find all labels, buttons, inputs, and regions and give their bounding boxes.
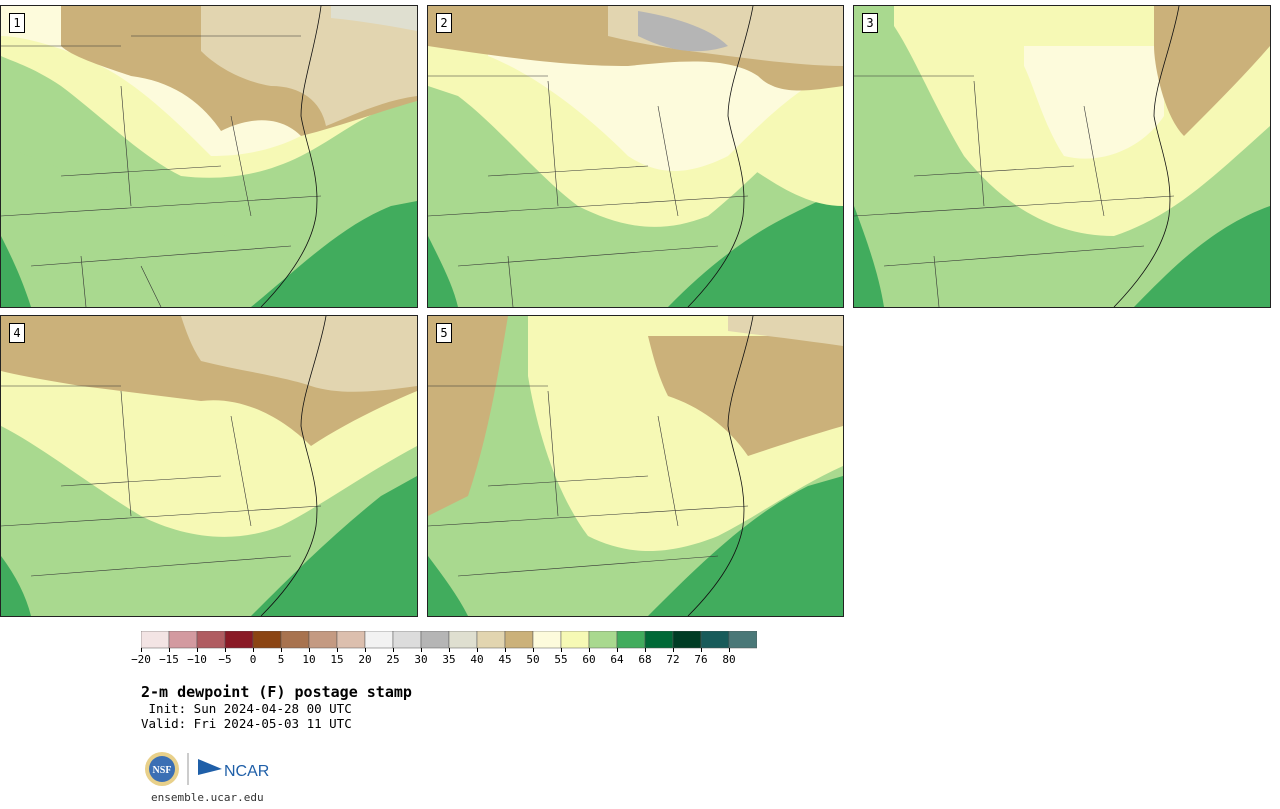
colorbar-swatch <box>224 631 254 649</box>
map-panel-2: 2 <box>427 5 844 308</box>
panel-number: 2 <box>436 13 452 33</box>
colorbar-tick-label: −15 <box>159 653 179 666</box>
colorbar-swatch <box>644 631 674 649</box>
panel-number: 1 <box>9 13 25 33</box>
colorbar-swatch <box>168 631 198 649</box>
dewpoint-map <box>1 316 417 616</box>
panel-number: 3 <box>862 13 878 33</box>
colorbar-swatch <box>196 631 226 649</box>
colorbar-tick-label: −20 <box>131 653 151 666</box>
dewpoint-map <box>854 6 1270 307</box>
colorbar-tick-label: 76 <box>694 653 708 666</box>
colorbar-tick-label: 15 <box>330 653 344 666</box>
colorbar-tick-label: 30 <box>414 653 428 666</box>
colorbar-tick-label: 68 <box>638 653 652 666</box>
colorbar-tick-label: 40 <box>470 653 484 666</box>
colorbar-tick-label: −10 <box>187 653 207 666</box>
colorbar-swatch <box>560 631 590 649</box>
colorbar-swatch <box>252 631 282 649</box>
panel-number: 4 <box>9 323 25 343</box>
colorbar-tick-label: 5 <box>277 653 285 666</box>
colorbar-swatch <box>616 631 646 649</box>
chart-title: 2-m dewpoint (F) postage stamp <box>141 683 412 701</box>
init-time: Init: Sun 2024-04-28 00 UTC <box>141 701 352 716</box>
map-panel-1: 1 <box>0 5 418 308</box>
colorbar-swatch <box>364 631 394 649</box>
colorbar-swatch <box>728 631 757 649</box>
map-panel-3: 3 <box>853 5 1271 308</box>
colorbar-tick-label: 72 <box>666 653 680 666</box>
colorbar-tick-label: 20 <box>358 653 372 666</box>
panel-number: 5 <box>436 323 452 343</box>
colorbar-tick-label: 10 <box>302 653 316 666</box>
colorbar-swatch <box>448 631 478 649</box>
colorbar-swatch <box>476 631 506 649</box>
valid-time: Valid: Fri 2024-05-03 11 UTC <box>141 716 352 731</box>
colorbar-tick-label: 64 <box>610 653 624 666</box>
nsf-logo: NSF NCAR <box>145 752 269 786</box>
colorbar-swatch <box>700 631 730 649</box>
colorbar-tick-label: 35 <box>442 653 456 666</box>
colorbar-tick-label: 60 <box>582 653 596 666</box>
logos: NSF NCAR <box>144 749 274 789</box>
colorbar-tick-label: 50 <box>526 653 540 666</box>
colorbar-swatch <box>672 631 702 649</box>
map-panel-4: 4 <box>0 315 418 617</box>
colorbar-tick-label: 80 <box>722 653 736 666</box>
svg-text:NSF: NSF <box>153 765 172 776</box>
colorbar-tick-label: 0 <box>249 653 257 666</box>
dewpoint-map <box>1 6 417 307</box>
colorbar-tick-label: 45 <box>498 653 512 666</box>
ncar-logo: NCAR <box>224 763 269 780</box>
dewpoint-colorbar <box>141 631 757 652</box>
colorbar-tick-label: 25 <box>386 653 400 666</box>
dewpoint-map <box>428 316 843 616</box>
colorbar-swatch <box>532 631 562 649</box>
colorbar-swatch <box>588 631 618 649</box>
colorbar-swatch <box>336 631 366 649</box>
colorbar-tick-label: 55 <box>554 653 568 666</box>
colorbar-swatch <box>392 631 422 649</box>
colorbar-swatch <box>308 631 338 649</box>
dewpoint-map <box>428 6 843 307</box>
colorbar-swatch <box>141 631 170 649</box>
colorbar-swatch <box>280 631 310 649</box>
colorbar-swatch <box>504 631 534 649</box>
map-panel-5: 5 <box>427 315 844 617</box>
site-url: ensemble.ucar.edu <box>151 791 264 804</box>
colorbar-tick-labels: −20 −15 −10 −5 0 5 10 15 20 25 30 35 40 45 50 55 60 64 68 7… <box>131 653 761 669</box>
colorbar-tick-label: −5 <box>218 653 232 666</box>
colorbar-swatch <box>420 631 450 649</box>
